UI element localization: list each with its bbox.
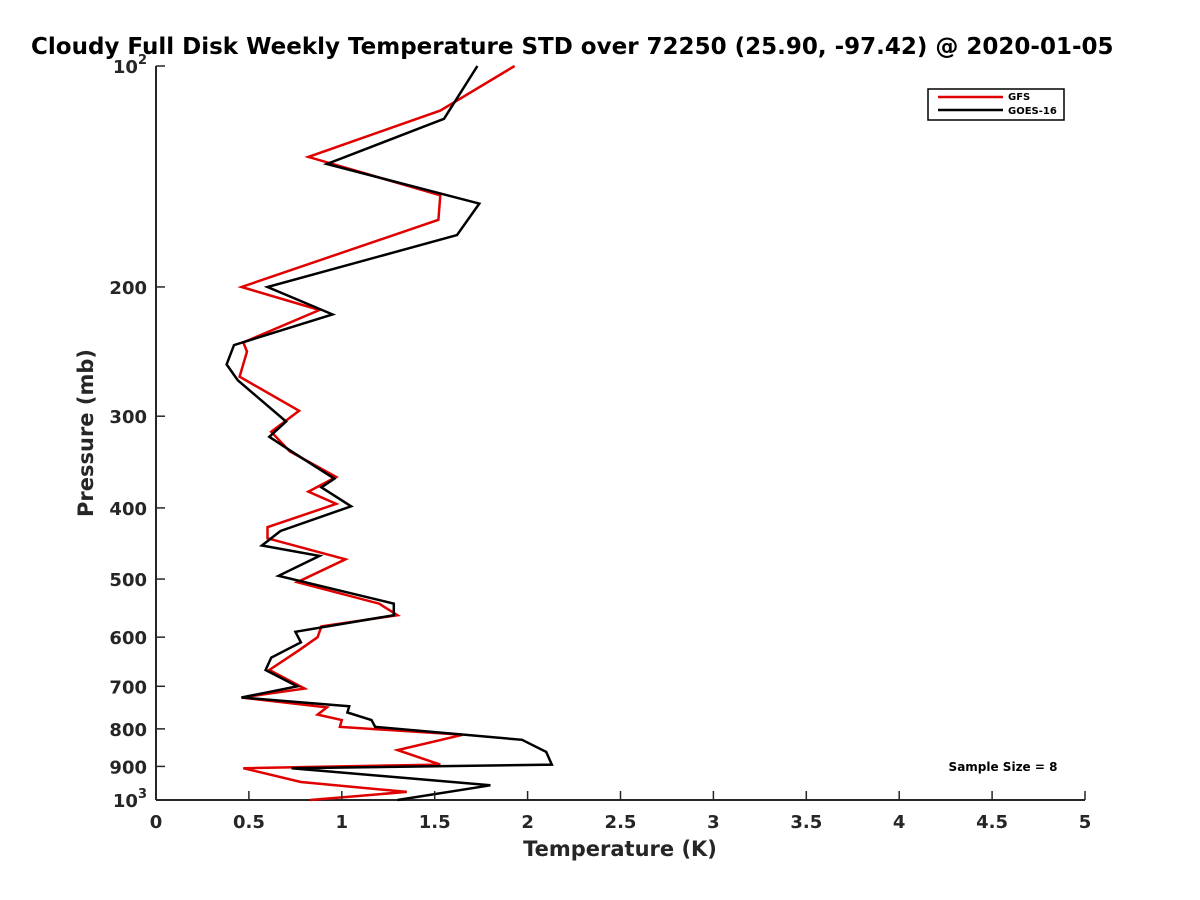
y-tick-label: 103 [113, 787, 147, 812]
y-tick-label: 200 [109, 278, 147, 299]
x-tick-label: 1.5 [419, 812, 451, 833]
series-layer [225, 64, 554, 802]
x-tick-label: 3.5 [790, 812, 822, 833]
y-tick-label: 400 [109, 499, 147, 520]
y-tick-label: 500 [109, 570, 147, 591]
legend-label-gfs: GFS [1008, 92, 1030, 103]
y-tick-label: 700 [109, 677, 147, 698]
x-tick-label: 4 [893, 812, 906, 833]
y-tick-label: 800 [109, 720, 147, 741]
x-axis-label: Temperature (K) [523, 837, 717, 861]
plot-area: 0 0.5 1 1.5 2 2.5 3 3.5 4 4.5 5 102 200 300 400 500 600… [109, 53, 1091, 833]
x-tick-label: 0.5 [233, 812, 265, 833]
x-tick-label: 2.5 [605, 812, 637, 833]
series-line-goes16 [225, 65, 554, 802]
legend-label-goes16: GOES-16 [1008, 106, 1057, 117]
legend: GFS GOES-16 [927, 88, 1065, 121]
y-ticks: 102 200 300 400 500 600 700 800 900 103 [109, 53, 165, 812]
x-tick-label: 1 [336, 812, 349, 833]
x-tick-label: 4.5 [976, 812, 1008, 833]
y-tick-label: 102 [113, 53, 147, 78]
y-axis-label: Pressure (mb) [74, 349, 98, 517]
sample-size-annotation: Sample Size = 8 [949, 760, 1058, 774]
x-tick-label: 3 [707, 812, 720, 833]
y-tick-label: 300 [109, 407, 147, 428]
legend-box [927, 88, 1065, 121]
x-tick-label: 0 [150, 812, 163, 833]
y-tick-label: 600 [109, 628, 147, 649]
x-tick-label: 2 [521, 812, 534, 833]
x-tick-label: 5 [1079, 812, 1092, 833]
y-tick-label: 900 [109, 757, 147, 778]
x-ticks: 0 0.5 1 1.5 2 2.5 3 3.5 4 4.5 5 [150, 791, 1092, 833]
chart-title: Cloudy Full Disk Weekly Temperature STD … [31, 34, 1114, 60]
